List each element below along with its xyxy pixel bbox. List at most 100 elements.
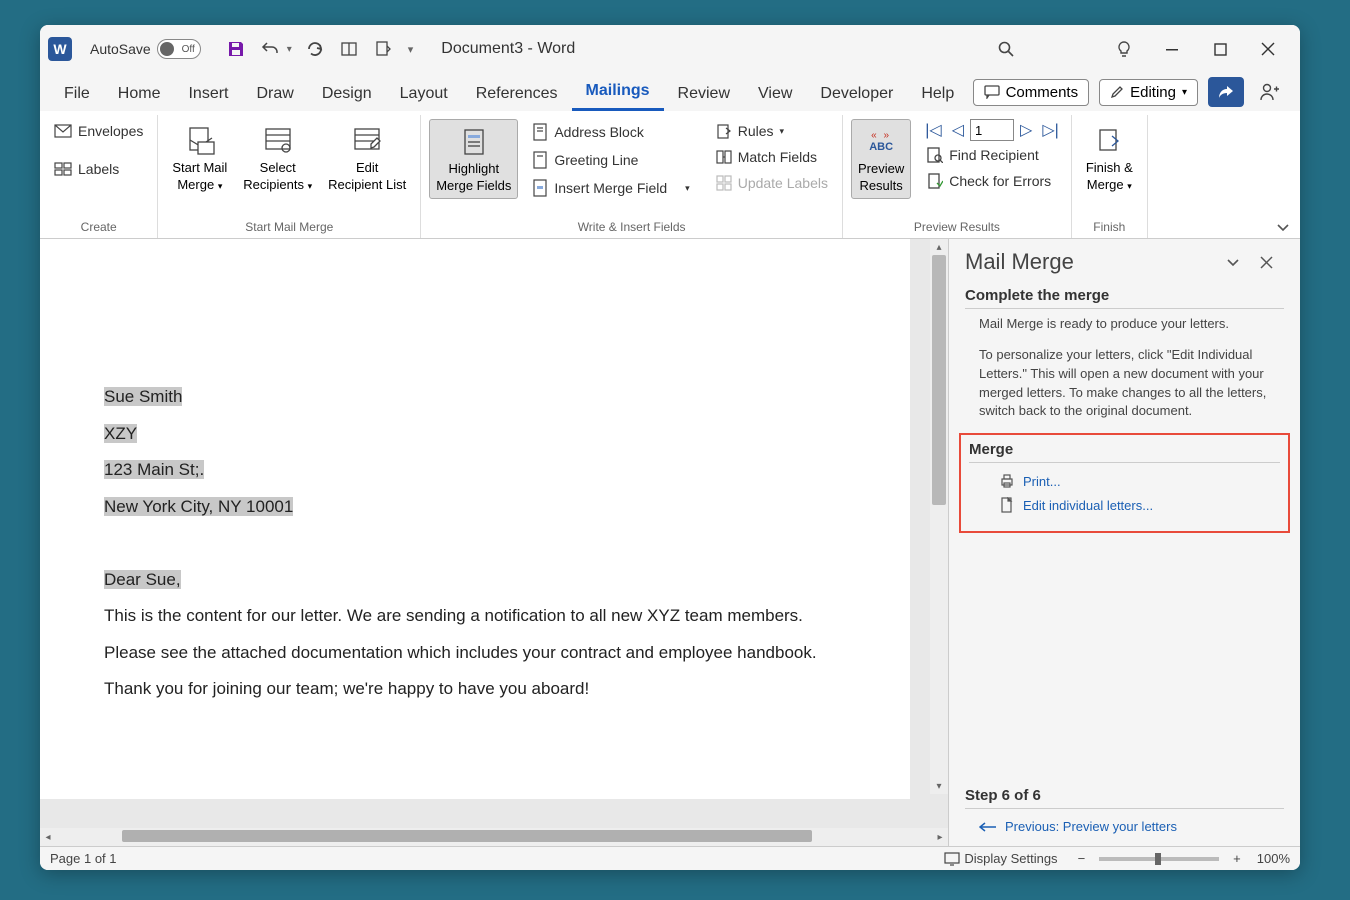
finish-merge-button[interactable]: Finish & Merge ▾ — [1080, 119, 1139, 197]
tab-developer[interactable]: Developer — [806, 79, 907, 111]
editing-mode-button[interactable]: Editing ▾ — [1099, 79, 1198, 106]
close-button[interactable] — [1244, 29, 1292, 69]
edit-recipient-list-button[interactable]: Edit Recipient List — [322, 119, 412, 197]
document-area: Sue Smith XZY 123 Main St;. New York Cit… — [40, 239, 948, 846]
previous-step-link[interactable]: Previous: Preview your letters — [965, 815, 1284, 838]
select-recipients-icon — [260, 123, 296, 159]
tab-mailings[interactable]: Mailings — [572, 76, 664, 111]
tab-view[interactable]: View — [744, 79, 806, 111]
body-p2: Please see the attached documentation wh… — [104, 635, 846, 672]
horizontal-scrollbar[interactable]: ◂ ▸ — [40, 828, 948, 846]
tab-references[interactable]: References — [462, 79, 572, 111]
chevron-down-icon: ▾ — [1182, 87, 1187, 98]
insert-merge-field-button[interactable]: Insert Merge Field ▾ — [526, 175, 695, 201]
share-button[interactable] — [1208, 77, 1244, 107]
greeting-line-button[interactable]: Greeting Line — [526, 147, 695, 173]
display-settings-icon — [944, 852, 960, 866]
tab-review[interactable]: Review — [664, 79, 744, 111]
minimize-button[interactable] — [1148, 29, 1196, 69]
qat-icon-2[interactable] — [370, 36, 396, 62]
envelopes-button[interactable]: Envelopes — [48, 119, 149, 143]
scroll-right-icon[interactable]: ▸ — [932, 828, 948, 846]
select-recipients-button[interactable]: Select Recipients ▾ — [237, 119, 318, 197]
editing-label: Editing — [1130, 84, 1176, 101]
lightbulb-icon[interactable] — [1100, 29, 1148, 69]
search-icon[interactable] — [982, 29, 1030, 69]
vertical-scrollbar[interactable]: ▴ ▾ — [930, 239, 948, 794]
vscroll-thumb[interactable] — [932, 255, 946, 505]
comments-label: Comments — [1006, 84, 1079, 101]
next-record-button[interactable]: ▷ — [1016, 120, 1036, 140]
save-icon[interactable] — [223, 36, 249, 62]
zoom-thumb[interactable] — [1155, 853, 1161, 865]
merge-field-citystate: New York City, NY 10001 — [104, 497, 293, 516]
display-settings-button[interactable]: Display Settings — [964, 851, 1057, 866]
qat-customize-icon[interactable]: ▾ — [408, 43, 414, 56]
undo-dropdown-icon[interactable]: ▾ — [287, 44, 292, 55]
account-icon[interactable] — [1254, 77, 1284, 107]
zoom-level[interactable]: 100% — [1257, 851, 1290, 866]
chevron-down-icon[interactable]: ▾ — [685, 183, 690, 194]
app-window: W AutoSave Off ▾ ▾ Document3 - Word — [40, 25, 1300, 870]
start-mail-merge-button[interactable]: Start Mail Merge ▾ — [166, 119, 233, 197]
zoom-slider[interactable] — [1099, 857, 1219, 861]
merge-field-company: XZY — [104, 424, 137, 443]
page-indicator[interactable]: Page 1 of 1 — [50, 851, 117, 866]
tab-help[interactable]: Help — [907, 79, 968, 111]
rules-icon — [716, 123, 732, 139]
hscroll-thumb[interactable] — [122, 830, 812, 842]
rules-button[interactable]: Rules ▾ — [710, 119, 834, 143]
tab-home[interactable]: Home — [104, 79, 175, 111]
ribbon-tabs: File Home Insert Draw Design Layout Refe… — [40, 73, 1300, 111]
check-errors-button[interactable]: Check for Errors — [921, 169, 1063, 193]
comments-button[interactable]: Comments — [973, 79, 1090, 106]
preview-results-button[interactable]: « »ABC Preview Results — [851, 119, 911, 199]
taskpane-dropdown-icon[interactable] — [1226, 257, 1250, 267]
ribbon-group-write: Highlight Merge Fields Address Block Gre… — [421, 115, 843, 238]
edit-individual-letters-link[interactable]: Edit individual letters... — [965, 493, 1284, 517]
tab-insert[interactable]: Insert — [174, 79, 242, 111]
chevron-down-icon: ▾ — [218, 181, 223, 191]
maximize-button[interactable] — [1196, 29, 1244, 69]
mail-merge-taskpane: Mail Merge Complete the merge Mail Merge… — [948, 239, 1300, 846]
tab-layout[interactable]: Layout — [386, 79, 462, 111]
scroll-up-icon[interactable]: ▴ — [930, 239, 948, 255]
zoom-out-button[interactable]: − — [1072, 851, 1092, 866]
tab-design[interactable]: Design — [308, 79, 386, 111]
update-labels-icon — [716, 175, 732, 191]
chevron-down-icon: ▾ — [308, 181, 313, 191]
taskpane-close-icon[interactable] — [1260, 256, 1284, 269]
collapse-ribbon-icon[interactable] — [1276, 222, 1290, 232]
tab-file[interactable]: File — [50, 79, 104, 111]
match-fields-button[interactable]: Match Fields — [710, 145, 834, 169]
group-label-start: Start Mail Merge — [166, 218, 412, 236]
finish-icon — [1091, 123, 1127, 159]
qat-icon-1[interactable] — [336, 36, 362, 62]
print-link[interactable]: Print... — [965, 469, 1284, 493]
record-number-input[interactable] — [970, 119, 1014, 141]
status-bar: Page 1 of 1 Display Settings − + 100% — [40, 846, 1300, 870]
chevron-down-icon: ▾ — [780, 126, 785, 137]
group-label-preview: Preview Results — [851, 218, 1063, 236]
scroll-left-icon[interactable]: ◂ — [40, 828, 56, 846]
group-label-finish: Finish — [1080, 218, 1139, 236]
zoom-in-button[interactable]: + — [1227, 851, 1247, 866]
last-record-button[interactable]: ▷| — [1038, 120, 1062, 140]
document-page[interactable]: Sue Smith XZY 123 Main St;. New York Cit… — [40, 239, 910, 799]
tab-draw[interactable]: Draw — [242, 79, 307, 111]
undo-icon[interactable] — [257, 36, 283, 62]
autosave-label: AutoSave — [90, 41, 151, 57]
prev-record-button[interactable]: ◁ — [948, 120, 968, 140]
address-block-icon — [532, 123, 548, 141]
labels-button[interactable]: Labels — [48, 157, 149, 181]
address-block-button[interactable]: Address Block — [526, 119, 695, 145]
merge-field-greeting: Dear Sue, — [104, 570, 181, 589]
scroll-down-icon[interactable]: ▾ — [930, 778, 948, 794]
group-label-write: Write & Insert Fields — [429, 218, 834, 236]
highlight-merge-fields-button[interactable]: Highlight Merge Fields — [429, 119, 518, 199]
autosave-state: Off — [182, 44, 195, 55]
find-recipient-button[interactable]: Find Recipient — [921, 143, 1063, 167]
first-record-button[interactable]: |◁ — [921, 120, 945, 140]
autosave-toggle[interactable]: Off — [157, 39, 201, 59]
redo-icon[interactable] — [302, 36, 328, 62]
